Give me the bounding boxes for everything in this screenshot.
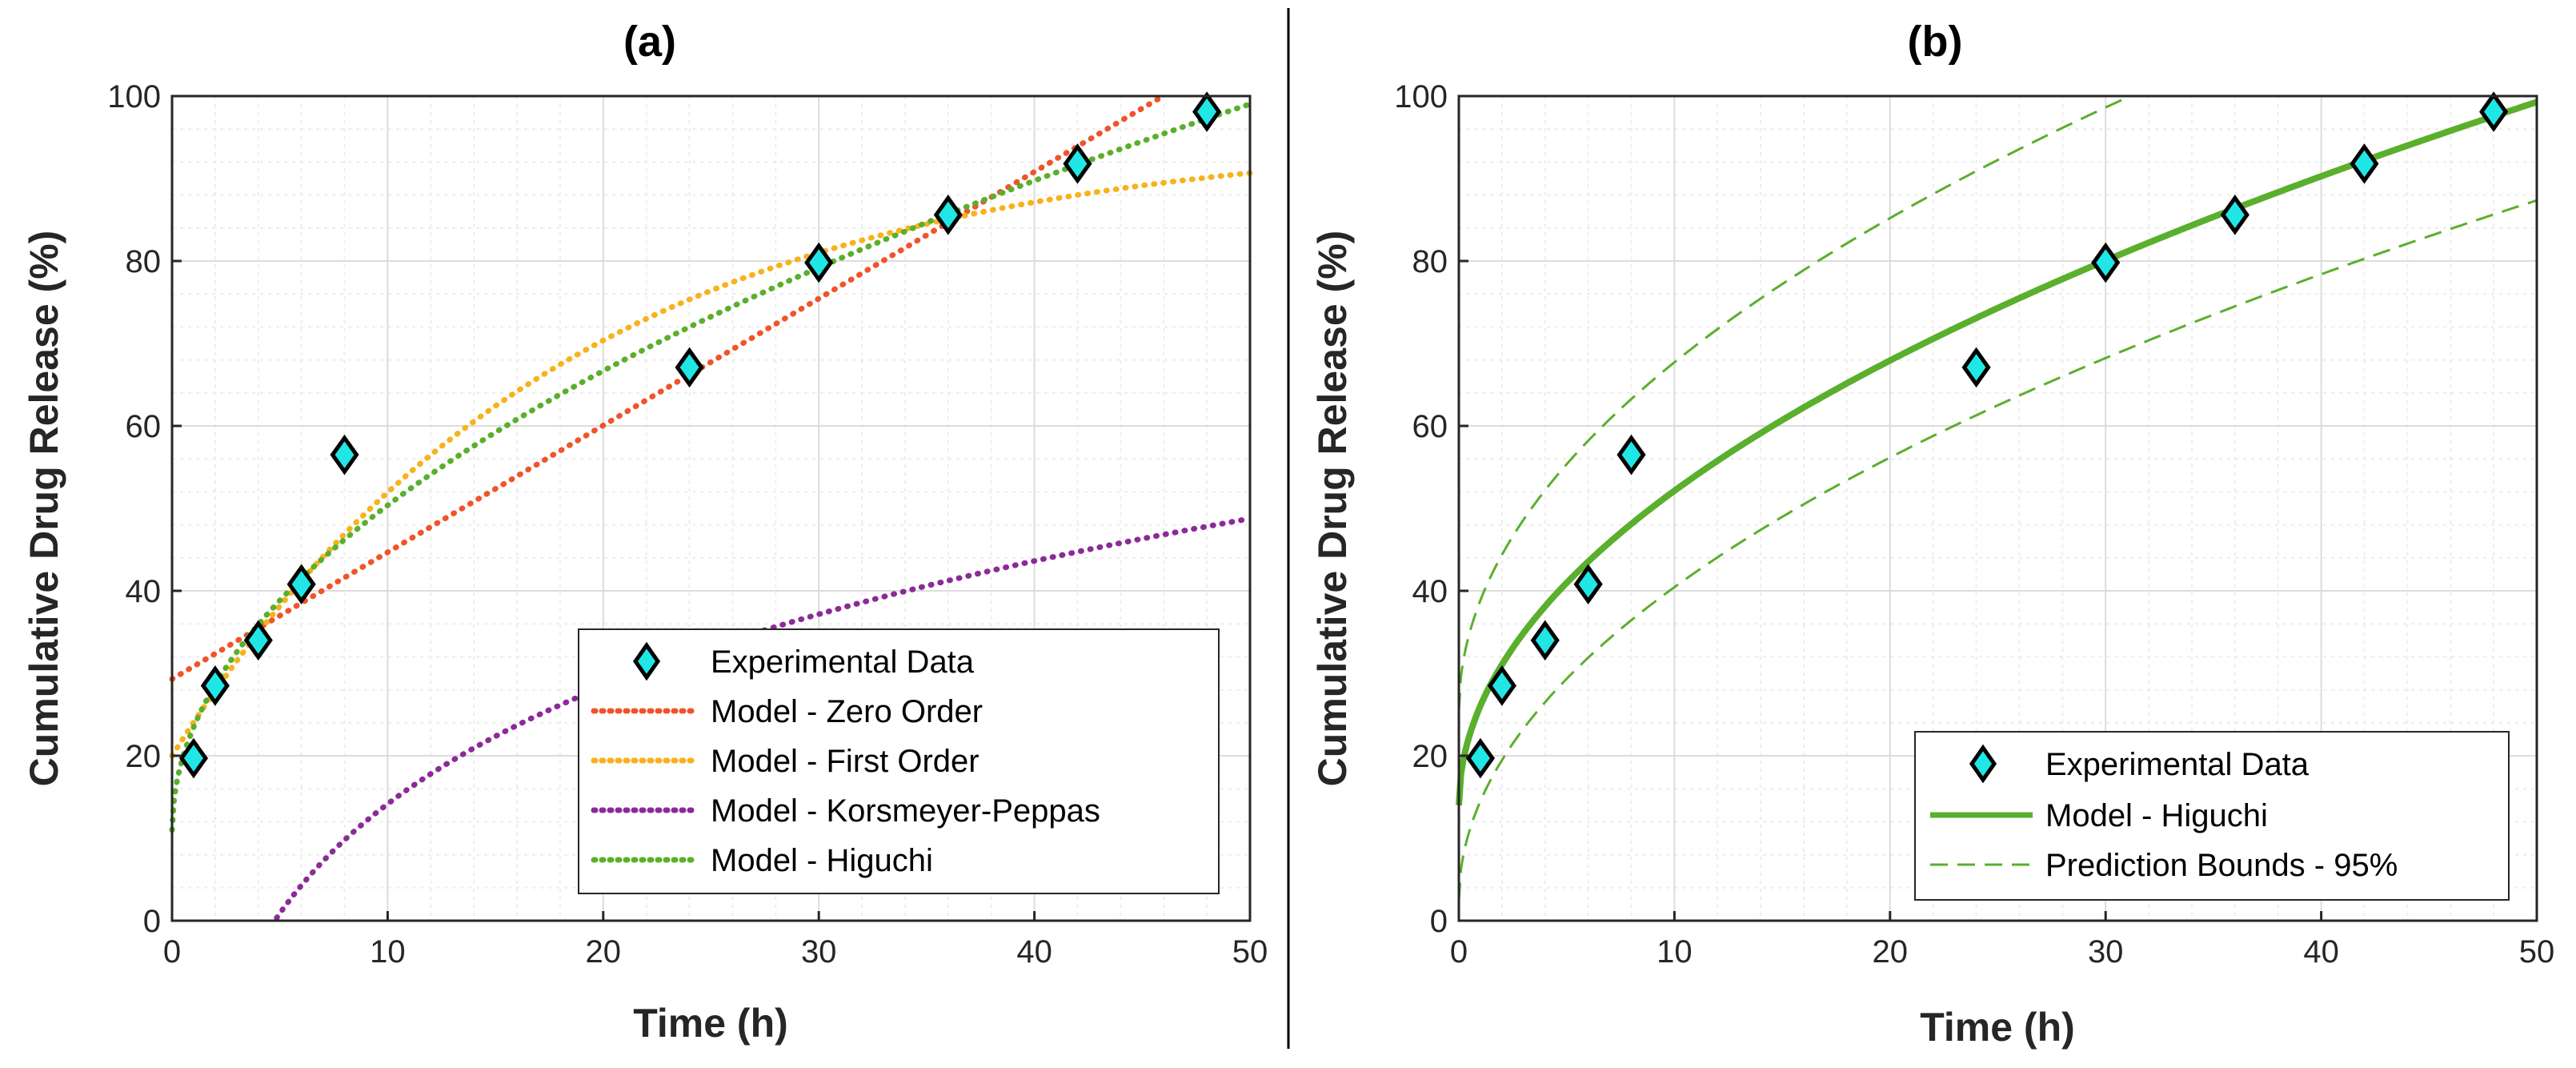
- legend-b-marker-icon: [1969, 744, 1997, 784]
- legend-b-item-bounds: Prediction Bounds - 95%: [1930, 848, 2398, 883]
- data-point: [2220, 195, 2249, 235]
- x-tick-label: 0: [1450, 934, 1468, 970]
- x-tick-label: 50: [1232, 934, 1268, 970]
- panel-b-xlabel: Time (h): [1920, 1005, 2075, 1050]
- data-point: [286, 564, 316, 605]
- x-tick-label: 10: [370, 934, 406, 970]
- panel-b-title: (b): [1908, 18, 1963, 66]
- x-tick-label: 0: [163, 934, 181, 970]
- data-point: [1961, 347, 1991, 388]
- data-point: [804, 242, 834, 283]
- panel-a-x-ticks: 0 10 20 30 40 50: [163, 911, 1268, 970]
- data-point: [1465, 737, 1496, 779]
- y-tick-label: 20: [1412, 739, 1448, 774]
- y-tick-label: 0: [1430, 904, 1448, 939]
- legend-b-item-model: Model - Higuchi: [1930, 798, 2268, 833]
- data-point: [1573, 564, 1603, 605]
- panel-b: (b) 0 10 20 30 40 50 0 20 40 60 80 100 Time (h) Cu…: [1310, 18, 2554, 1050]
- legend-a-item-zero: Model - Zero Order: [591, 694, 983, 729]
- data-point: [178, 737, 209, 779]
- legend-a-label-experimental: Experimental Data: [711, 644, 975, 680]
- data-point: [243, 620, 273, 661]
- panel-a: (a) 0 10 20 30 40 50 0 20 40 60 80 100 Time (h) Cu…: [22, 18, 1268, 1046]
- x-tick-label: 10: [1657, 934, 1693, 970]
- legend-a-item-experimental: Experimental Data: [632, 641, 975, 681]
- x-tick-label: 20: [586, 934, 622, 970]
- legend-a-label-kp: Model - Korsmeyer-Peppas: [711, 793, 1100, 829]
- data-point: [200, 665, 230, 706]
- panel-a-title: (a): [623, 18, 676, 66]
- legend-a-label-zero: Model - Zero Order: [711, 694, 983, 729]
- x-tick-label: 30: [2088, 934, 2124, 970]
- data-point: [1530, 620, 1560, 661]
- data-point: [933, 195, 963, 235]
- legend-a-item-first: Model - First Order: [591, 744, 980, 779]
- panel-a-axes-box: [170, 94, 1252, 922]
- curve-first-order: [169, 170, 1253, 759]
- panel-b-x-ticks: 0 10 20 30 40 50: [1450, 911, 2554, 970]
- y-tick-label: 40: [1412, 574, 1448, 609]
- panel-b-ylabel: Cumulative Drug Release (%): [1310, 231, 1355, 787]
- panel-a-y-ticks: 0 20 40 60 80 100: [107, 79, 182, 939]
- curve-higuchi: [169, 101, 1253, 833]
- legend-b-label-model: Model - Higuchi: [2045, 798, 2268, 833]
- data-point: [675, 347, 704, 388]
- panel-b-axes-box: [1457, 94, 2538, 922]
- panel-a-markers: [178, 91, 1222, 779]
- panel-b-legend: Experimental Data Model - Higuchi Predic…: [1914, 731, 2510, 901]
- x-tick-label: 20: [1873, 934, 1909, 970]
- y-tick-label: 80: [1412, 244, 1448, 279]
- prediction-bound-lower: [1457, 199, 2538, 901]
- legend-a-label-higuchi: Model - Higuchi: [711, 843, 933, 878]
- legend-b-label-experimental: Experimental Data: [2045, 747, 2310, 782]
- legend-b-label-bounds: Prediction Bounds - 95%: [2045, 848, 2398, 883]
- data-point: [2350, 143, 2379, 184]
- y-tick-label: 0: [143, 904, 161, 939]
- x-tick-label: 40: [1016, 934, 1052, 970]
- x-tick-label: 30: [801, 934, 837, 970]
- y-tick-label: 80: [126, 244, 162, 279]
- y-tick-label: 100: [1394, 79, 1448, 114]
- data-point: [1192, 91, 1222, 132]
- panel-b-y-ticks: 0 20 40 60 80 100: [1394, 79, 1468, 939]
- data-point: [330, 434, 359, 476]
- y-tick-label: 100: [107, 79, 161, 114]
- data-point: [2091, 242, 2121, 283]
- prediction-bound-upper: [1457, 95, 2130, 711]
- x-tick-label: 50: [2519, 934, 2555, 970]
- curve-zero-order: [169, 94, 1164, 682]
- data-point: [2479, 91, 2509, 132]
- legend-a-item-higuchi: Model - Higuchi: [591, 843, 933, 878]
- y-tick-label: 60: [126, 409, 162, 444]
- legend-a-marker-icon: [632, 641, 661, 681]
- data-point: [1487, 665, 1516, 706]
- legend-a-item-kp: Model - Korsmeyer-Peppas: [591, 793, 1100, 829]
- panel-b-markers: [1465, 91, 2509, 779]
- legend-b-item-experimental: Experimental Data: [1969, 744, 2310, 784]
- y-tick-label: 60: [1412, 409, 1448, 444]
- y-tick-label: 20: [126, 739, 162, 774]
- panel-a-ylabel: Cumulative Drug Release (%): [22, 231, 66, 787]
- panel-a-legend: Experimental Data Model - Zero Order Mod…: [578, 628, 1220, 894]
- data-point: [1617, 434, 1646, 476]
- x-tick-label: 40: [2303, 934, 2339, 970]
- panel-a-xlabel: Time (h): [633, 1001, 788, 1046]
- legend-a-label-first: Model - First Order: [711, 744, 980, 779]
- data-point: [1063, 143, 1092, 184]
- y-tick-label: 40: [126, 574, 162, 609]
